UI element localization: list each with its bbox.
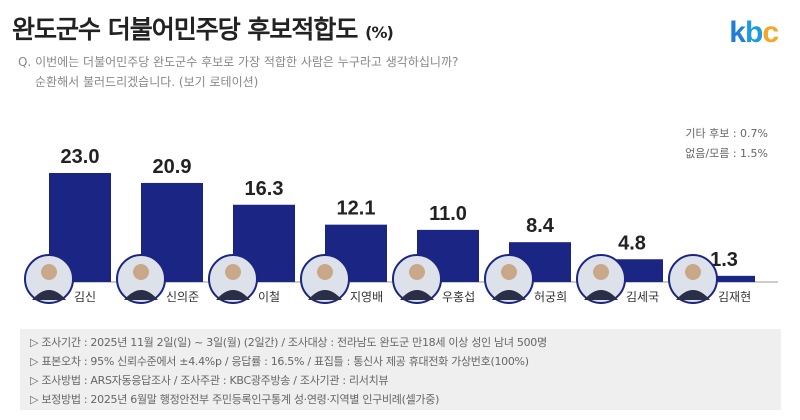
none-unknown: 없음/모름 : 1.5% <box>685 147 768 160</box>
photo-face <box>41 264 57 280</box>
data-label: 23.0 <box>61 146 100 168</box>
data-label: 8.4 <box>526 215 555 237</box>
photo-face <box>409 264 425 280</box>
photo-suit <box>124 290 158 300</box>
title-text: 완도군수 더불어민주당 후보적합도 <box>12 15 358 44</box>
question: Q. 이번에는 더불어민주당 완도군수 후보로 가장 적합한 사람은 누구라고 … <box>18 52 458 92</box>
photo-suit <box>676 290 710 300</box>
candidate-name: 우홍섭 <box>442 290 475 304</box>
note-period: ▷ 조사기간 : 2025년 11월 2일(일) ~ 3일(월) (2일간) /… <box>30 336 547 349</box>
note-weighting: ▷ 보정방법 : 2025년 6월말 행정안전부 주민등록인구통계 성·연령·지… <box>30 393 440 406</box>
photo-suit <box>584 290 618 300</box>
data-label: 1.3 <box>710 249 738 271</box>
title-unit: (%) <box>365 23 394 42</box>
data-label: 12.1 <box>337 198 376 220</box>
photo-face <box>593 264 609 280</box>
chart-title: 완도군수 더불어민주당 후보적합도 (%) <box>12 10 394 46</box>
candidate-name: 김세국 <box>626 290 659 304</box>
photo-face <box>501 264 517 280</box>
photo-face <box>317 264 333 280</box>
data-label: 20.9 <box>153 156 192 178</box>
note-method: ▷ 조사방법 : ARS자동응답조사 / 조사주관 : KBC광주방송 / 조사… <box>30 374 389 387</box>
note-error: ▷ 표본오차 : 95% 신뢰수준에서 ±4.4%p / 응답률 : 16.5%… <box>30 355 529 368</box>
other-notes: 기타 후보 : 0.7% 없음/모름 : 1.5% <box>685 124 768 164</box>
data-label: 11.0 <box>429 203 467 225</box>
kbc-logo: kbc <box>729 16 779 49</box>
candidate-name: 김신 <box>74 290 96 304</box>
candidate-name: 신의준 <box>166 290 199 304</box>
photo-face <box>685 264 701 280</box>
data-label: 4.8 <box>618 232 646 254</box>
photo-face <box>133 264 149 280</box>
data-label: 16.3 <box>245 178 284 200</box>
candidate-name: 허궁희 <box>534 290 567 304</box>
photo-suit <box>32 290 66 300</box>
photo-suit <box>308 290 342 300</box>
photo-face <box>225 264 241 280</box>
candidate-name: 지영배 <box>350 290 383 304</box>
question-line-1: Q. 이번에는 더불어민주당 완도군수 후보로 가장 적합한 사람은 누구라고 … <box>18 55 459 69</box>
bar-chart: 23.0 김신 20.9 신의준 16.3 이철 12.1 지영배 11.0 우홍섭 8.4 허궁희 4… <box>24 146 778 304</box>
question-line-2: 순환해서 불러드리겠습니다. (보기 로테이션) <box>35 75 259 89</box>
photo-suit <box>216 290 250 300</box>
candidate-name: 이철 <box>258 290 280 304</box>
photo-suit <box>400 290 434 300</box>
bar <box>693 275 755 282</box>
survey-notes: ▷ 조사기간 : 2025년 11월 2일(일) ~ 3일(월) (2일간) /… <box>20 329 781 410</box>
candidate-name: 김재현 <box>718 290 751 304</box>
photo-suit <box>492 290 526 300</box>
other-candidates: 기타 후보 : 0.7% <box>685 127 768 140</box>
